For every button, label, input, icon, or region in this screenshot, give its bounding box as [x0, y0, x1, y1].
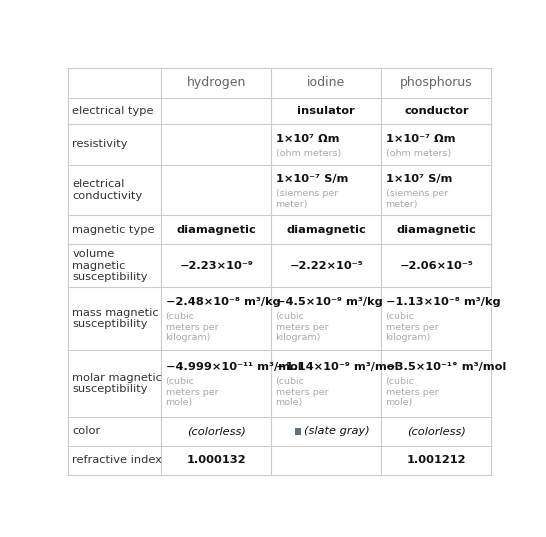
- Text: kilogram): kilogram): [276, 333, 321, 343]
- Text: diamagnetic: diamagnetic: [176, 224, 256, 235]
- Text: (colorless): (colorless): [187, 426, 246, 437]
- Text: kilogram): kilogram): [385, 333, 431, 343]
- Text: −2.06×10⁻⁵: −2.06×10⁻⁵: [400, 260, 473, 271]
- Text: (slate gray): (slate gray): [304, 426, 370, 437]
- Text: diamagnetic: diamagnetic: [287, 224, 366, 235]
- Text: −1.13×10⁻⁸ m³/kg: −1.13×10⁻⁸ m³/kg: [385, 297, 500, 307]
- Text: magnetic type: magnetic type: [73, 224, 155, 235]
- Text: meters per: meters per: [276, 388, 328, 396]
- Text: phosphorus: phosphorus: [400, 76, 473, 89]
- Text: (cubic: (cubic: [165, 377, 194, 386]
- Text: electrical
conductivity: electrical conductivity: [73, 179, 143, 201]
- Text: iodine: iodine: [307, 76, 346, 89]
- Text: volume
magnetic
susceptibility: volume magnetic susceptibility: [73, 249, 148, 282]
- Text: (ohm meters): (ohm meters): [276, 149, 341, 157]
- Text: color: color: [73, 426, 100, 437]
- Text: (cubic: (cubic: [385, 377, 414, 386]
- Text: meters per: meters per: [385, 323, 438, 332]
- Text: (cubic: (cubic: [276, 377, 305, 386]
- Text: mass magnetic
susceptibility: mass magnetic susceptibility: [73, 308, 159, 329]
- Text: 1×10⁻⁷ S/m: 1×10⁻⁷ S/m: [276, 174, 348, 184]
- Text: meters per: meters per: [165, 323, 218, 332]
- Text: hydrogen: hydrogen: [187, 76, 246, 89]
- Text: refractive index: refractive index: [73, 455, 162, 465]
- Text: meters per: meters per: [385, 388, 438, 396]
- Text: meters per: meters per: [165, 388, 218, 396]
- Text: (ohm meters): (ohm meters): [385, 149, 451, 157]
- Text: −4.999×10⁻¹¹ m³/mol: −4.999×10⁻¹¹ m³/mol: [165, 362, 301, 372]
- Bar: [295, 428, 301, 434]
- Text: diamagnetic: diamagnetic: [396, 224, 476, 235]
- Text: mole): mole): [385, 398, 413, 407]
- Text: −3.5×10⁻¹° m³/mol: −3.5×10⁻¹° m³/mol: [385, 362, 506, 372]
- Text: mole): mole): [276, 398, 303, 407]
- Text: conductor: conductor: [404, 106, 468, 116]
- Text: (siemens per: (siemens per: [276, 189, 338, 198]
- Text: electrical type: electrical type: [73, 106, 154, 116]
- Text: 1.000132: 1.000132: [187, 455, 246, 465]
- Text: 1.001212: 1.001212: [407, 455, 466, 465]
- Text: insulator: insulator: [298, 106, 355, 116]
- Text: (cubic: (cubic: [385, 312, 414, 321]
- Text: −2.23×10⁻⁹: −2.23×10⁻⁹: [180, 260, 253, 271]
- Text: −2.22×10⁻⁵: −2.22×10⁻⁵: [289, 260, 363, 271]
- Text: kilogram): kilogram): [165, 333, 211, 343]
- Text: (cubic: (cubic: [276, 312, 305, 321]
- Text: 1×10⁷ Ωm: 1×10⁷ Ωm: [276, 134, 339, 144]
- Text: meter): meter): [276, 200, 308, 208]
- Text: (siemens per: (siemens per: [385, 189, 448, 198]
- Text: resistivity: resistivity: [73, 140, 128, 149]
- Text: molar magnetic
susceptibility: molar magnetic susceptibility: [73, 373, 162, 394]
- Text: 1×10⁻⁷ Ωm: 1×10⁻⁷ Ωm: [385, 134, 455, 144]
- Text: −2.48×10⁻⁸ m³/kg: −2.48×10⁻⁸ m³/kg: [165, 297, 280, 307]
- Text: (colorless): (colorless): [407, 426, 466, 437]
- Text: meters per: meters per: [276, 323, 328, 332]
- Text: −4.5×10⁻⁹ m³/kg: −4.5×10⁻⁹ m³/kg: [276, 297, 382, 307]
- Text: (cubic: (cubic: [165, 312, 194, 321]
- Text: 1×10⁷ S/m: 1×10⁷ S/m: [385, 174, 452, 184]
- Text: meter): meter): [385, 200, 418, 208]
- Text: −1.14×10⁻⁹ m³/mol: −1.14×10⁻⁹ m³/mol: [276, 362, 398, 372]
- Text: mole): mole): [165, 398, 193, 407]
